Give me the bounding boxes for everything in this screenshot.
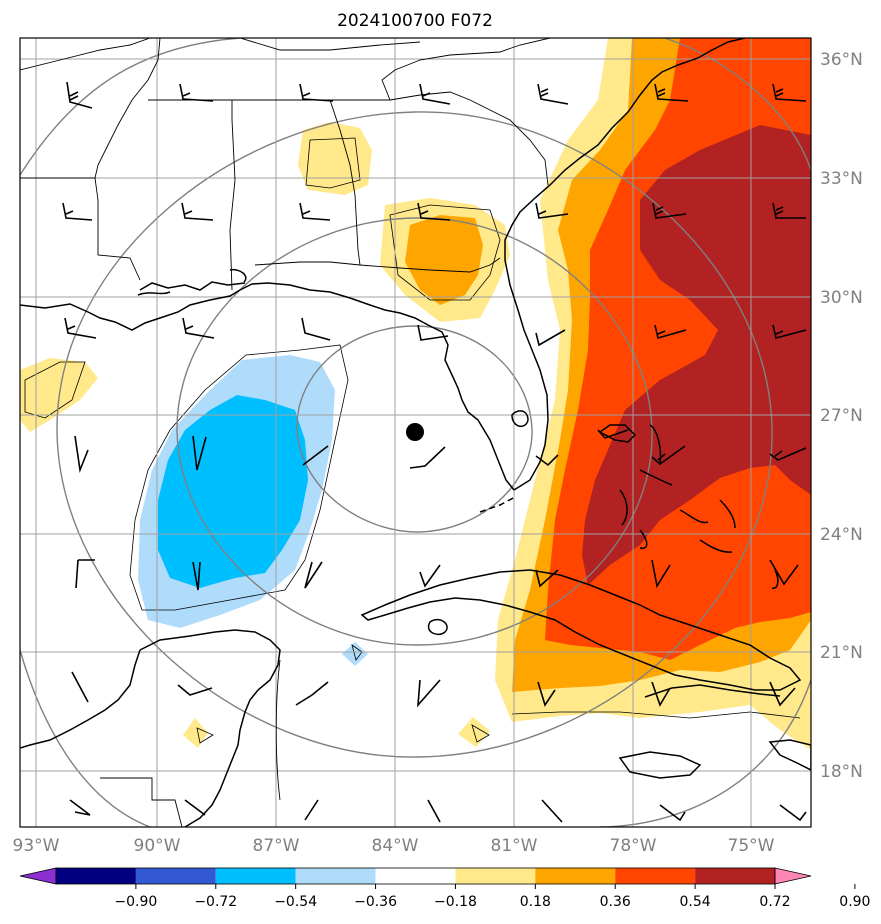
colorbar-swatch [455,868,536,884]
lat-label: 27°N [820,406,863,426]
lon-label: 75°W [728,836,775,856]
colorbar-swatch [695,868,775,884]
colorbar-tick-label: 0.72 [759,894,790,910]
lat-label: 24°N [820,525,863,545]
lat-label: 36°N [820,50,863,70]
graticule [20,38,811,827]
lat-label: 18°N [820,762,863,782]
colorbar-tick-label: −0.36 [354,894,397,910]
anomaly-fill-dark-red [582,125,811,585]
colorbar-extend-low [19,867,57,885]
colorbar-swatch [56,868,136,884]
colorbar-tick-label: 0.90 [839,894,870,910]
range-rings [20,38,811,827]
lon-label: 81°W [491,836,538,856]
colorbar-tick-label: −0.18 [434,894,477,910]
lon-label: 87°W [253,836,300,856]
latitude-labels: 36°N 33°N 30°N 27°N 24°N 21°N 18°N [820,50,863,782]
colorbar-swatch [215,868,296,884]
lat-label: 30°N [820,288,863,308]
lon-label: 78°W [610,836,657,856]
colorbar-tick-label: 0.54 [680,894,711,910]
colorbar-swatch [135,868,216,884]
colorbar-extend-high [774,867,812,885]
lon-label: 84°W [372,836,419,856]
colorbar-tick-label: −0.90 [114,894,157,910]
lat-label: 33°N [820,169,863,189]
colorbar-swatch [535,868,616,884]
map-frame [19,37,812,828]
wind-barbs [62,81,807,823]
coastlines [20,38,811,827]
map-area [20,38,811,827]
lat-label: 21°N [820,643,863,663]
colorbar-tick-label: −0.54 [274,894,317,910]
anomaly-fill-negative [138,355,368,666]
map-title: 2024100700 F072 [337,11,493,31]
lon-label: 90°W [134,836,181,856]
colorbar-tick-label: 0.18 [520,894,551,910]
colorbar: −0.90 −0.72 −0.54 −0.36 −0.18 0.18 0.36 0.54 0.7… [19,867,870,910]
storm-center-dot [406,423,424,441]
colorbar-tick-label: 0.36 [600,894,631,910]
longitude-labels: 93°W 90°W 87°W 84°W 81°W 78°W 75°W [13,836,775,856]
colorbar-swatch [295,868,376,884]
colorbar-swatch [615,868,696,884]
colorbar-swatch [375,868,456,884]
colorbar-tick-label: −0.72 [194,894,237,910]
colorbar-frame [55,867,776,885]
lon-label: 93°W [13,836,60,856]
